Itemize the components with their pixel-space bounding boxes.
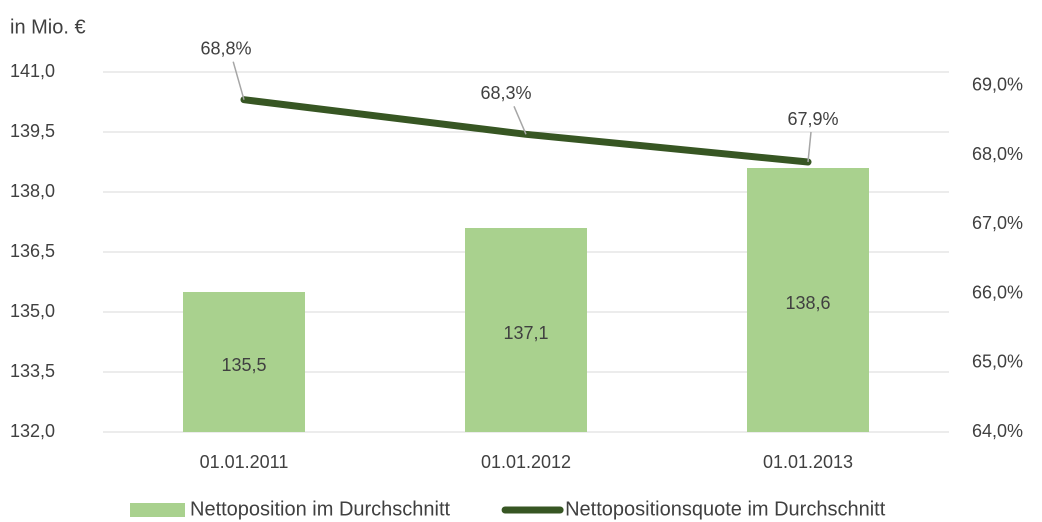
legend-label: Nettopositionsquote im Durchschnitt bbox=[565, 498, 886, 520]
line-value-label: 68,3% bbox=[480, 83, 531, 103]
y-tick-label: 135,0 bbox=[10, 301, 55, 321]
line bbox=[240, 96, 812, 166]
y2-tick-label: 64,0% bbox=[972, 421, 1023, 441]
y-tick-label: 136,5 bbox=[10, 241, 55, 261]
legend-label: Nettoposition im Durchschnitt bbox=[190, 498, 451, 520]
bar-value-label: 138,6 bbox=[785, 293, 830, 313]
y2-tick-label: 65,0% bbox=[972, 352, 1023, 372]
x-tick-label: 01.01.2013 bbox=[763, 452, 853, 472]
x-tick-label: 01.01.2011 bbox=[200, 452, 289, 472]
bar bbox=[183, 292, 305, 432]
y2-tick-label: 67,0% bbox=[972, 213, 1023, 233]
bar-value-label: 135,5 bbox=[221, 355, 266, 375]
bar-value-label: 137,1 bbox=[503, 323, 548, 343]
legend-swatch bbox=[130, 503, 185, 517]
y-tick-label: 138,0 bbox=[10, 181, 55, 201]
x-tick-label: 01.01.2012 bbox=[481, 452, 571, 472]
y2-tick-label: 66,0% bbox=[972, 282, 1023, 302]
bar bbox=[747, 168, 869, 432]
y-tick-label: 133,5 bbox=[10, 361, 55, 381]
leader-line bbox=[807, 131, 812, 163]
y-tick-label: 139,5 bbox=[10, 121, 55, 141]
y-tick-label: 132,0 bbox=[10, 421, 55, 441]
leader-line bbox=[513, 106, 527, 135]
y-tick-label: 141,0 bbox=[10, 61, 55, 81]
leader-line bbox=[232, 61, 245, 100]
line-value-label: 67,9% bbox=[787, 109, 838, 129]
y2-tick-label: 69,0% bbox=[972, 75, 1023, 95]
unit-label: in Mio. € bbox=[10, 16, 86, 38]
line-value-label: 68,8% bbox=[200, 38, 251, 58]
bar bbox=[465, 228, 587, 432]
y2-tick-label: 68,0% bbox=[972, 144, 1023, 164]
